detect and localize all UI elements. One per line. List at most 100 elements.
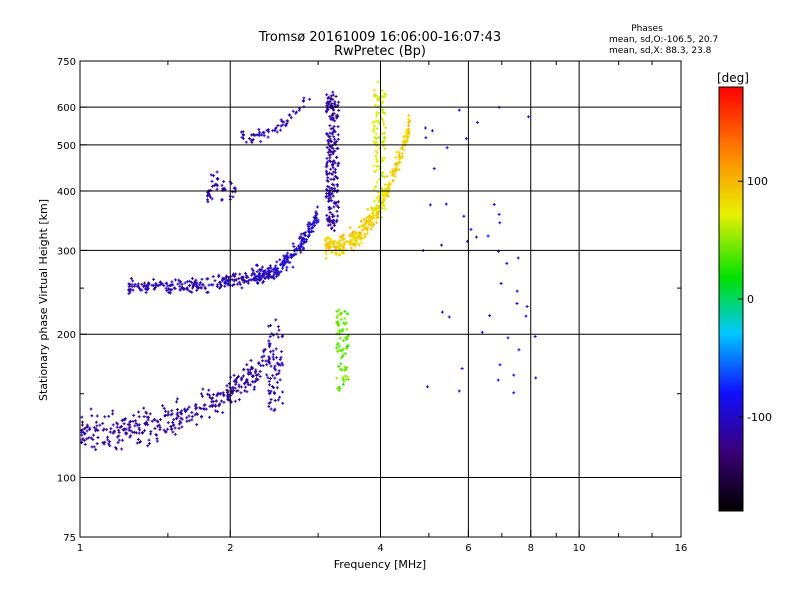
data-point [155, 439, 159, 443]
data-point [213, 183, 217, 187]
data-point [333, 140, 337, 144]
data-point [137, 415, 141, 419]
data-point [268, 361, 272, 365]
data-point [335, 113, 339, 117]
data-point [325, 93, 329, 97]
data-point [353, 229, 357, 233]
data-point [336, 241, 340, 245]
data-point [190, 415, 194, 419]
data-point [341, 354, 345, 358]
data-point [219, 399, 223, 403]
data-point [215, 187, 219, 191]
data-point [366, 207, 370, 211]
data-point [255, 133, 259, 137]
data-point [175, 417, 179, 421]
data-point [127, 283, 131, 287]
data-point [142, 415, 146, 419]
data-point [266, 376, 270, 380]
data-point [330, 242, 334, 246]
data-point [348, 233, 352, 237]
data-point [334, 95, 338, 99]
data-point [329, 127, 333, 131]
data-point [343, 309, 347, 313]
data-point [338, 329, 342, 333]
data-point [363, 221, 367, 225]
data-point [144, 291, 148, 295]
data-point [380, 95, 384, 99]
data-point [277, 328, 281, 332]
data-point [488, 314, 492, 318]
data-point [460, 366, 464, 370]
data-point [117, 438, 121, 442]
data-point [240, 286, 244, 290]
data-point [334, 250, 338, 254]
data-point [267, 339, 271, 343]
chart-title: Tromsø 20161009 16:06:00-16:07:43 [258, 30, 501, 45]
data-point [234, 389, 238, 393]
data-point [331, 182, 335, 186]
data-point [278, 378, 282, 382]
data-point [407, 121, 411, 125]
data-point [166, 413, 170, 417]
data-point [497, 212, 501, 216]
data-point [289, 253, 293, 257]
data-point [211, 184, 214, 188]
data-point [127, 292, 131, 296]
data-point [276, 335, 280, 339]
data-point [267, 359, 271, 363]
data-point [251, 271, 255, 275]
data-point [172, 286, 176, 290]
data-point [147, 281, 151, 285]
data-point [274, 318, 278, 322]
data-point [271, 374, 275, 378]
data-point [249, 358, 253, 362]
data-point [230, 391, 234, 395]
data-point [333, 119, 337, 123]
data-point [346, 375, 350, 379]
data-point [250, 380, 254, 384]
data-point [327, 185, 331, 189]
data-point [250, 273, 254, 277]
data-point [386, 191, 390, 195]
data-point [335, 147, 339, 151]
data-point [325, 217, 329, 221]
data-point [328, 160, 332, 164]
data-point [337, 252, 341, 256]
data-point [152, 277, 156, 281]
data-point [391, 178, 395, 182]
data-point [299, 244, 303, 248]
data-point [144, 287, 148, 291]
data-point [139, 439, 143, 443]
data-point [185, 280, 189, 284]
data-point [280, 361, 284, 365]
data-point [462, 214, 466, 218]
data-point [166, 284, 170, 288]
colorbar-ticks: -100 0 100 [738, 175, 772, 424]
data-point [389, 170, 393, 174]
data-point [336, 176, 340, 180]
colorbar-tick-label: 100 [747, 175, 768, 188]
data-point [341, 377, 345, 381]
data-point [249, 371, 253, 375]
data-point [269, 350, 273, 354]
data-point [266, 270, 270, 274]
data-point [325, 132, 329, 136]
data-point [278, 263, 282, 267]
data-point [457, 108, 461, 112]
data-point [335, 376, 339, 380]
data-point [142, 406, 146, 410]
data-point [397, 161, 401, 165]
data-point [246, 281, 250, 285]
data-point [401, 145, 405, 149]
data-point [353, 244, 357, 248]
data-point [94, 429, 98, 433]
data-point [281, 123, 285, 127]
data-point [195, 284, 199, 288]
data-point [534, 376, 538, 380]
data-point [224, 274, 228, 278]
data-point [380, 141, 384, 145]
data-point [331, 93, 335, 97]
data-point [292, 253, 296, 257]
data-point [372, 129, 376, 133]
data-point [343, 365, 347, 369]
